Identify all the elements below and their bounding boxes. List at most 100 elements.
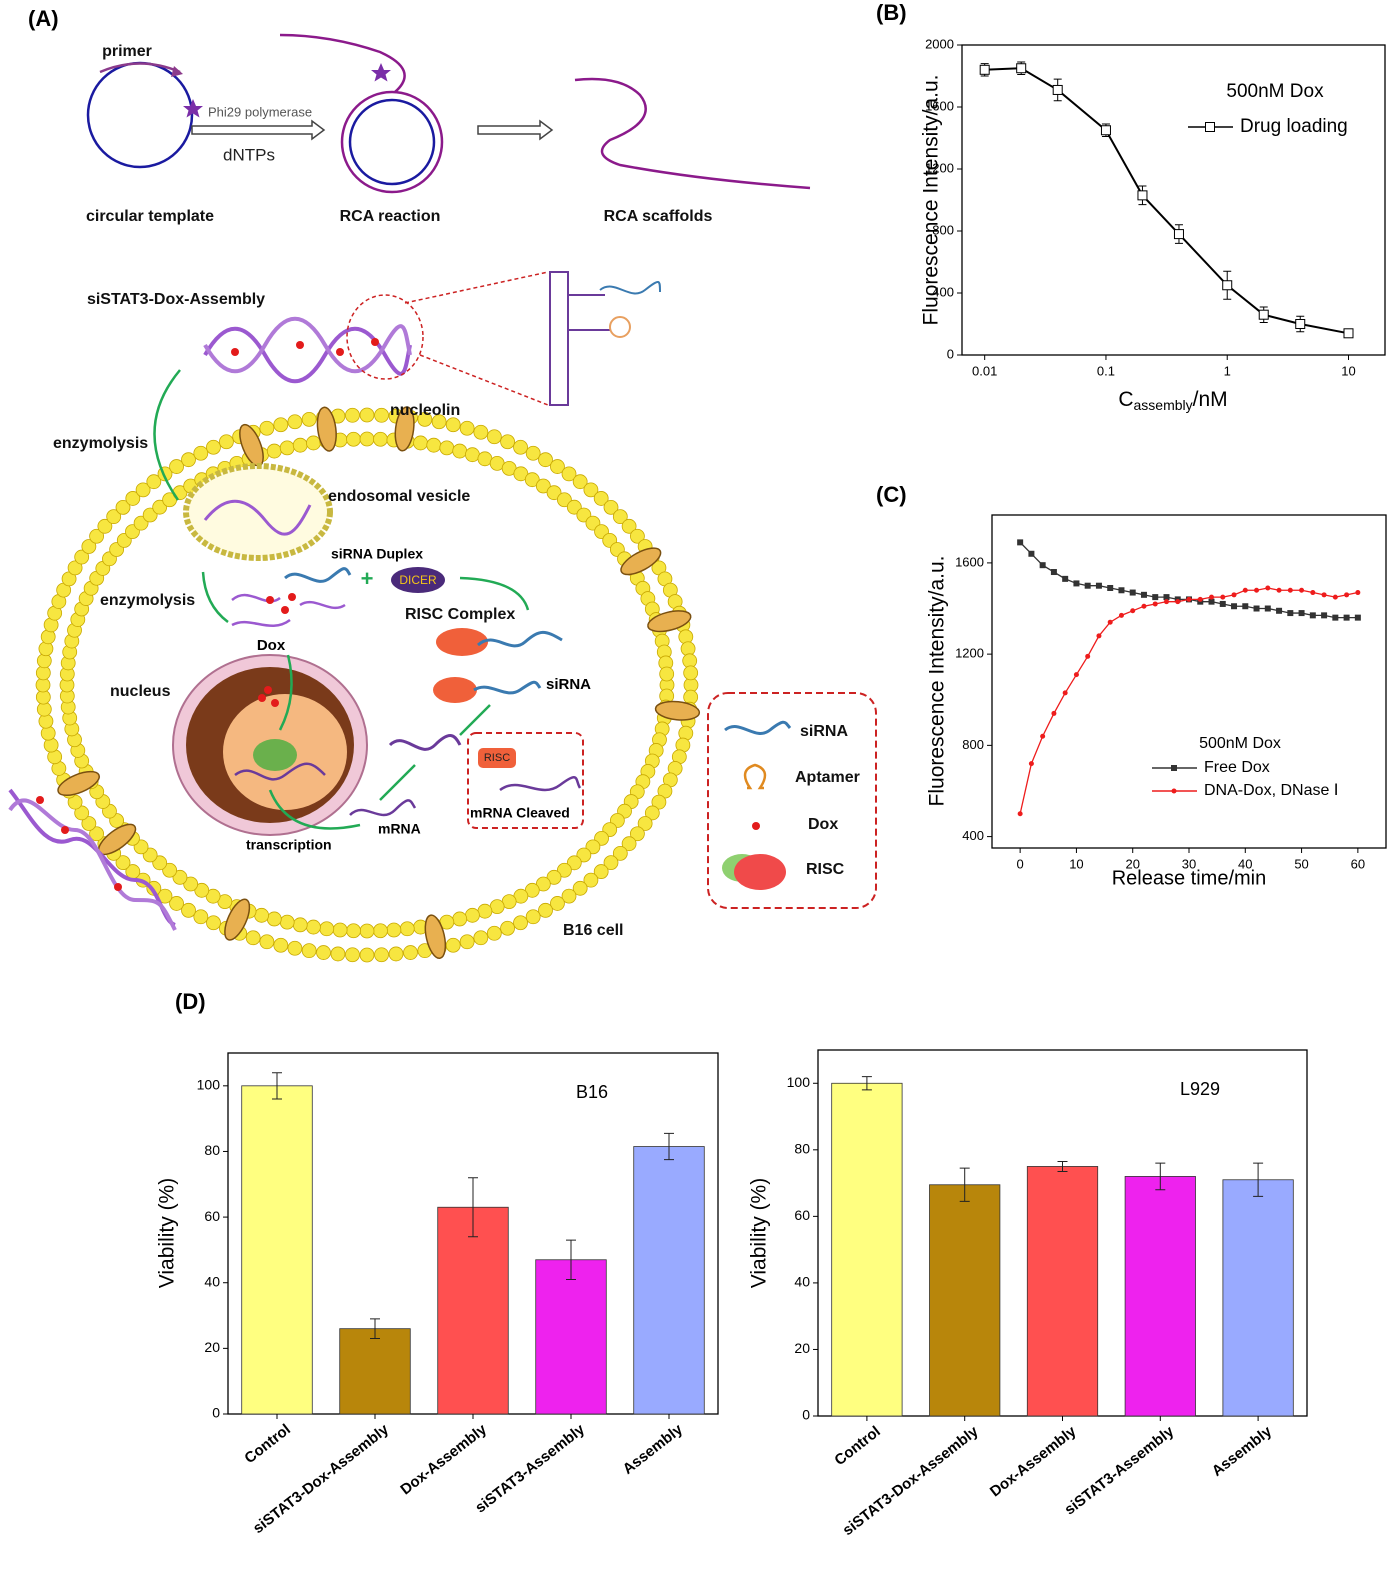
error-bar [959,1167,970,1202]
mrna [349,799,417,817]
lipid-head [74,805,90,821]
lipid-head [152,855,168,871]
dna-helix [203,499,312,536]
x-tick-label: 1 [1224,363,1231,378]
dox-dot [114,883,122,891]
lipid-head [566,499,582,515]
data-point [1258,309,1269,320]
data-point [1287,587,1293,593]
lipid-head [572,474,588,490]
lipid-head [97,518,113,534]
panel-label: (B) [876,0,907,25]
lipid-head [593,491,609,506]
lipid-head [678,629,694,645]
lipid-head [583,872,599,888]
legend-label: siRNA [800,723,848,740]
lipid-head [74,549,90,565]
lipid-head [181,902,196,918]
y-tick-label: 0 [212,1405,220,1421]
data-point [1050,569,1057,576]
legend-box [707,692,877,909]
lipid-head [538,452,553,468]
fragments [231,593,346,627]
label: DICER [399,573,437,587]
data-point [1354,614,1361,621]
plus-sign: + [361,566,374,591]
error-bar [1155,1162,1166,1191]
legend-title: 500nM Dox [1199,735,1281,752]
zoom-circle [346,294,424,380]
lipid-head [603,499,619,515]
lipid-head [459,420,475,436]
error-bar [272,1072,282,1100]
green-arrow [379,764,416,801]
label: endosomal vesicle [328,488,470,505]
lipid-head [473,930,489,946]
mrna-sirna [388,734,462,751]
lipid-head [292,437,308,453]
label: B16 cell [563,922,623,939]
data-point [1084,582,1091,589]
bar [437,1206,509,1415]
data-point [1173,229,1184,240]
lipid-head [152,499,168,515]
y-axis-label: Fluorescence Intensity/a.u. [926,556,949,807]
y-tick-label: 400 [932,284,954,299]
data-point [1332,594,1338,600]
template-circle [348,98,436,186]
lipid-head [566,855,582,871]
label: dNTPs [223,145,275,164]
y-tick-label: 20 [204,1339,220,1355]
lipid-head [316,945,331,960]
data-point [1175,599,1181,605]
lipid-head [330,946,346,962]
data-point [1118,612,1124,618]
lipid-head [81,539,97,554]
aptamer-icon [609,316,631,338]
lipid-head [266,443,282,459]
lipid-head [373,431,388,447]
lipid-head [301,411,317,427]
sirna-icon [473,680,542,695]
data-point [1276,587,1282,593]
lipid-head [426,437,442,453]
legend-label: Aptamer [795,769,860,786]
lipid-head [345,407,360,423]
data-point [1118,587,1125,594]
y-tick-label: 0 [947,346,954,361]
data-point [1321,612,1328,619]
bar [929,1184,1001,1417]
dox-dot [271,699,279,707]
lipid-head [306,435,321,451]
x-tick-label: siSTAT3-Assembly [472,1420,588,1516]
lipid-head [525,445,541,461]
x-tick-label: 30 [1182,856,1196,871]
dox-dot [371,338,379,346]
x-tick-label: 10 [1341,363,1355,378]
lipid-head [546,869,562,885]
lipid-head [346,923,361,939]
bar [831,1082,903,1417]
nucleolin-receptor [654,700,701,721]
data-point [1163,594,1170,601]
lipid-head [612,845,628,861]
label: siSTAT3-Dox-Assembly [87,291,265,308]
template-circle [86,61,194,169]
lipid-head [115,499,131,515]
data-point [1062,690,1068,696]
star [371,63,391,82]
data-point [1085,653,1091,659]
x-tick-label: 60 [1351,856,1365,871]
lipid-head [465,907,480,923]
y-axis-label: Fluorescence Intensity/a.u. [920,75,943,326]
lipid-head [245,930,261,946]
cleaved-mrna [499,776,582,792]
data-point [1222,280,1233,291]
lipid-head [115,855,131,871]
lipid-head [106,509,122,525]
data-point [1100,125,1111,136]
lipid-head [359,431,375,447]
label: RCA reaction [340,208,441,225]
lipid-head [413,435,428,451]
x-tick-label: Assembly [620,1420,687,1477]
